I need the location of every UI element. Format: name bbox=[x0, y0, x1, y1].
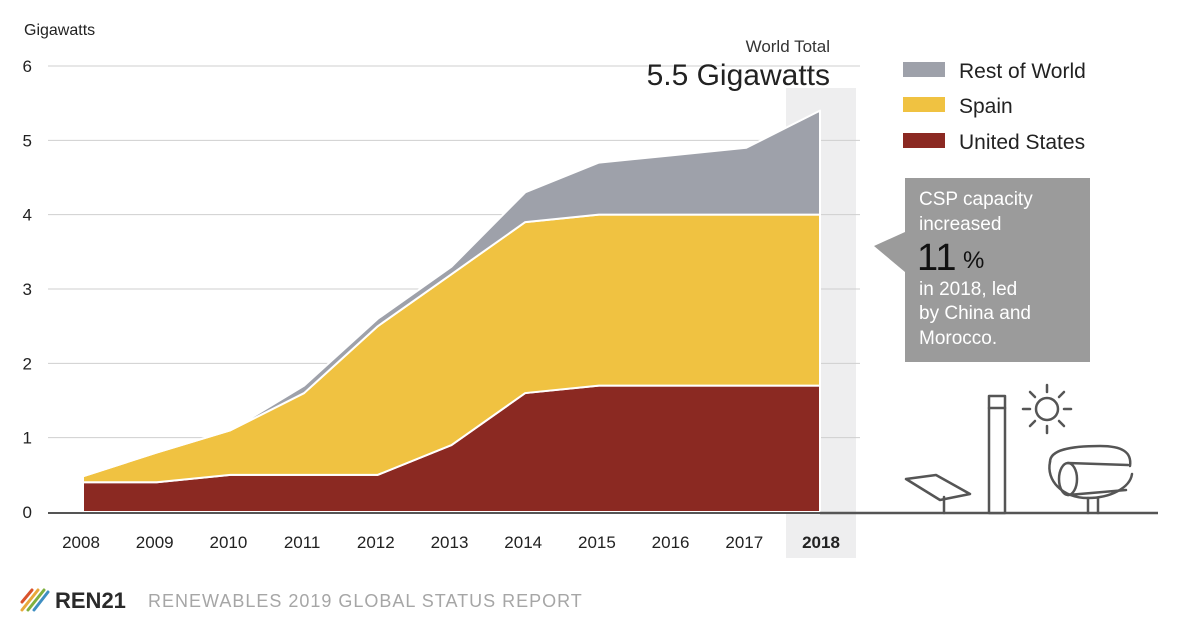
legend-swatch-united-states bbox=[903, 133, 945, 148]
parabolic-trough-icon bbox=[1048, 444, 1134, 515]
x-tick-label-2015: 2015 bbox=[578, 533, 616, 552]
ren21-logo-icon bbox=[20, 588, 50, 612]
footer: REN21 RENEWABLES 2019 GLOBAL STATUS REPO… bbox=[20, 588, 583, 613]
legend-swatch-rest-of-world bbox=[903, 62, 945, 77]
csp-plant-illustration bbox=[904, 383, 1134, 515]
x-tick-label-2018: 2018 bbox=[802, 533, 840, 552]
legend-label-united-states: United States bbox=[959, 131, 1085, 154]
callout-line5: Morocco. bbox=[919, 328, 997, 349]
x-tick-label-2017: 2017 bbox=[725, 533, 763, 552]
y-axis-ticks: 0 1 2 3 4 5 6 bbox=[23, 57, 32, 522]
callout-line2: increased bbox=[919, 214, 1001, 235]
x-tick-label-2012: 2012 bbox=[357, 533, 395, 552]
y-tick-label-2: 2 bbox=[23, 354, 32, 373]
callout-big-number: 11 bbox=[917, 237, 956, 279]
x-tick-label-2008: 2008 bbox=[62, 533, 100, 552]
x-tick-label-2009: 2009 bbox=[136, 533, 174, 552]
stacked-areas bbox=[48, 109, 821, 514]
x-axis-ticks: 2008 2009 2010 2011 2012 2013 2014 2015 2016 2017… bbox=[62, 533, 840, 552]
y-axis-label: Gigawatts bbox=[24, 22, 95, 39]
world-total-value: 5.5 Gigawatts bbox=[647, 59, 830, 92]
legend-swatch-spain bbox=[903, 97, 945, 112]
y-tick-label-1: 1 bbox=[23, 429, 32, 448]
solar-tower-icon bbox=[987, 394, 1007, 515]
x-tick-label-2014: 2014 bbox=[504, 533, 542, 552]
x-tick-label-2013: 2013 bbox=[431, 533, 469, 552]
callout-line3: in 2018, led bbox=[919, 279, 1017, 300]
callout-line1: CSP capacity bbox=[919, 189, 1033, 210]
sun-icon bbox=[1021, 383, 1073, 435]
world-total-label: World Total bbox=[746, 37, 830, 56]
heliostat-icon bbox=[904, 473, 972, 515]
legend-label-rest-of-world: Rest of World bbox=[959, 60, 1086, 83]
legend: Rest of World Spain United States bbox=[903, 60, 1086, 154]
report-title: RENEWABLES 2019 GLOBAL STATUS REPORT bbox=[148, 591, 583, 611]
y-tick-label-0: 0 bbox=[23, 503, 32, 522]
legend-label-spain: Spain bbox=[959, 95, 1013, 118]
x-tick-label-2011: 2011 bbox=[284, 533, 321, 552]
y-tick-label-5: 5 bbox=[23, 131, 32, 150]
y-tick-label-4: 4 bbox=[23, 206, 32, 225]
y-tick-label-3: 3 bbox=[23, 280, 32, 299]
x-tick-label-2010: 2010 bbox=[209, 533, 247, 552]
callout-box bbox=[874, 178, 1090, 362]
brand-name: REN21 bbox=[55, 588, 126, 613]
callout: CSP capacity increased 11 % in 2018, led… bbox=[874, 178, 1090, 362]
callout-percent-sign: % bbox=[963, 247, 984, 274]
area-rest-of-world bbox=[82, 109, 821, 478]
x-tick-label-2016: 2016 bbox=[652, 533, 690, 552]
y-tick-label-6: 6 bbox=[23, 57, 32, 76]
callout-line4: by China and bbox=[919, 303, 1031, 324]
